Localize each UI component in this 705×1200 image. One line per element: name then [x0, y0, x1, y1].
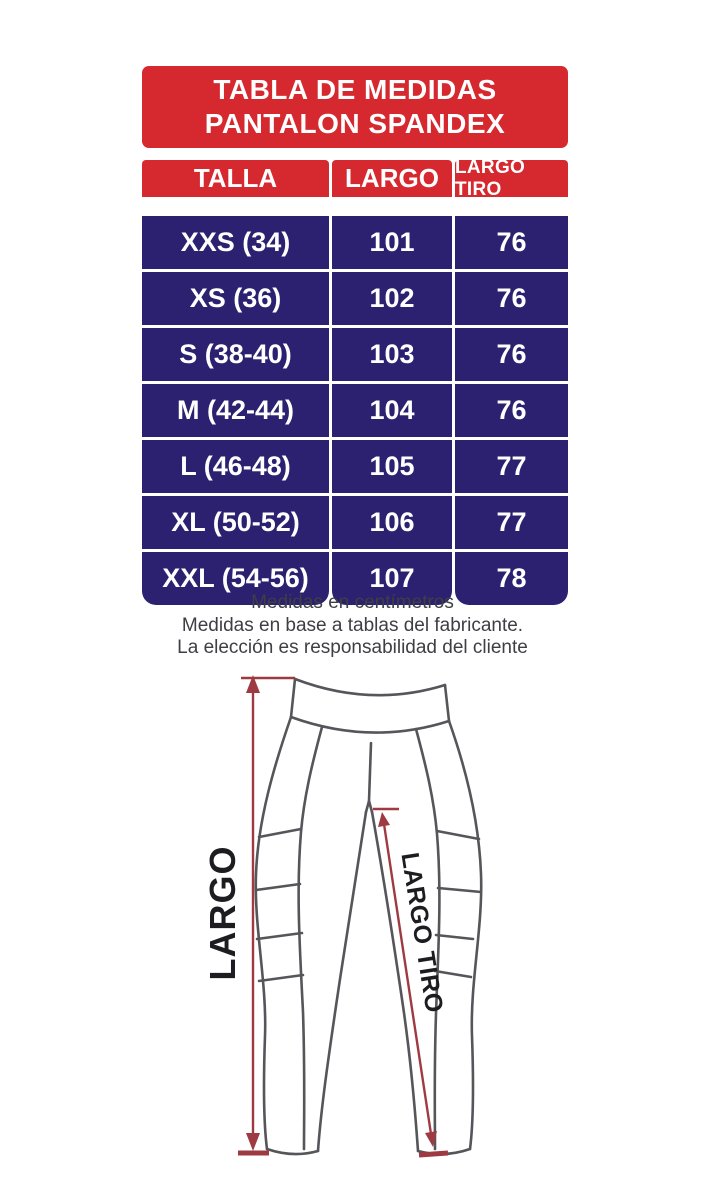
table-cell-largo: 103: [332, 328, 452, 381]
largo-tiro-measurement: LARGO TIRO: [373, 807, 449, 1158]
table-cell-largo-tiro: 76: [455, 328, 568, 381]
title-banner: TABLA DE MEDIDAS PANTALON SPANDEX: [142, 66, 568, 148]
column-header-talla: TALLA: [142, 160, 329, 197]
table-cell-talla: M (42-44): [142, 384, 329, 437]
notes: Medidas en centímetros Medidas en base a…: [0, 592, 705, 660]
right-panel-seam: [414, 727, 441, 1151]
title-line-1: TABLA DE MEDIDAS: [213, 74, 497, 105]
column-header-largo-tiro: LARGO TIRO: [455, 157, 568, 200]
table-cell-largo-tiro: 78: [455, 552, 568, 605]
note-units: Medidas en centímetros: [251, 592, 454, 613]
pants-outline: [254, 677, 483, 1156]
right-panel-rung: [435, 829, 481, 841]
waistband-top: [293, 677, 447, 697]
largo-arrowhead-down: [246, 1133, 260, 1151]
column-header-largo: LARGO: [332, 160, 452, 197]
table-cell-largo-tiro: 77: [455, 440, 568, 493]
waistband-bottom: [289, 715, 451, 734]
waistband-left-edge: [289, 677, 297, 719]
table-cell-largo: 107: [332, 552, 452, 605]
center-front-seam: [367, 741, 373, 803]
right-panel-rung: [433, 969, 473, 979]
left-panel-rung: [257, 827, 303, 839]
table-cell-largo: 105: [332, 440, 452, 493]
table-cell-largo-tiro: 77: [455, 496, 568, 549]
title-line-2: PANTALON SPANDEX: [204, 108, 506, 139]
table-cell-talla: XXS (34): [142, 216, 329, 269]
left-panel-rung: [255, 931, 304, 941]
note-source: Medidas en base a tablas del fabricante.: [181, 614, 524, 636]
tiro-bottom-bar: [418, 1150, 449, 1158]
table-cell-largo-tiro: 76: [455, 384, 568, 437]
size-table: TALLA LARGO LARGO TIRO XXS (34) 101 76 X…: [142, 157, 568, 605]
tiro-arrowhead-up: [378, 812, 390, 827]
right-leg-outer: [447, 719, 483, 1151]
waistband-right-edge: [443, 683, 451, 723]
table-cell-largo: 104: [332, 384, 452, 437]
table-cell-largo: 102: [332, 272, 452, 325]
left-panel-seam: [297, 725, 324, 1151]
table-cell-largo-tiro: 76: [455, 272, 568, 325]
largo-tiro-label: LARGO TIRO: [395, 851, 448, 1015]
right-panel-rung: [436, 886, 483, 894]
left-leg-outer: [254, 715, 293, 1151]
tiro-arrowhead-down: [425, 1131, 437, 1147]
table-cell-talla: L (46-48): [142, 440, 329, 493]
crotch-v: [364, 799, 374, 814]
right-panel-rung: [434, 933, 475, 941]
left-leg-inner: [316, 810, 368, 1153]
left-panel-rung: [257, 973, 305, 983]
table-cell-largo-tiro: 76: [455, 216, 568, 269]
table-cell-talla: S (38-40): [142, 328, 329, 381]
right-leg-inner: [370, 810, 420, 1153]
tiro-arrow-line: [382, 823, 433, 1135]
table-cell-largo: 101: [332, 216, 452, 269]
left-panel-rung: [254, 882, 302, 892]
note-disclaimer: La elección es responsabilidad del clien…: [177, 637, 528, 658]
largo-label: LARGO: [202, 846, 243, 981]
largo-measurement: LARGO: [202, 675, 295, 1156]
largo-arrowhead-up: [246, 675, 260, 693]
left-leg-hem: [265, 1147, 320, 1156]
table-cell-largo: 106: [332, 496, 452, 549]
table-cell-talla: XS (36): [142, 272, 329, 325]
table-cell-talla: XXL (54-56): [142, 552, 329, 605]
table-cell-talla: XL (50-52): [142, 496, 329, 549]
